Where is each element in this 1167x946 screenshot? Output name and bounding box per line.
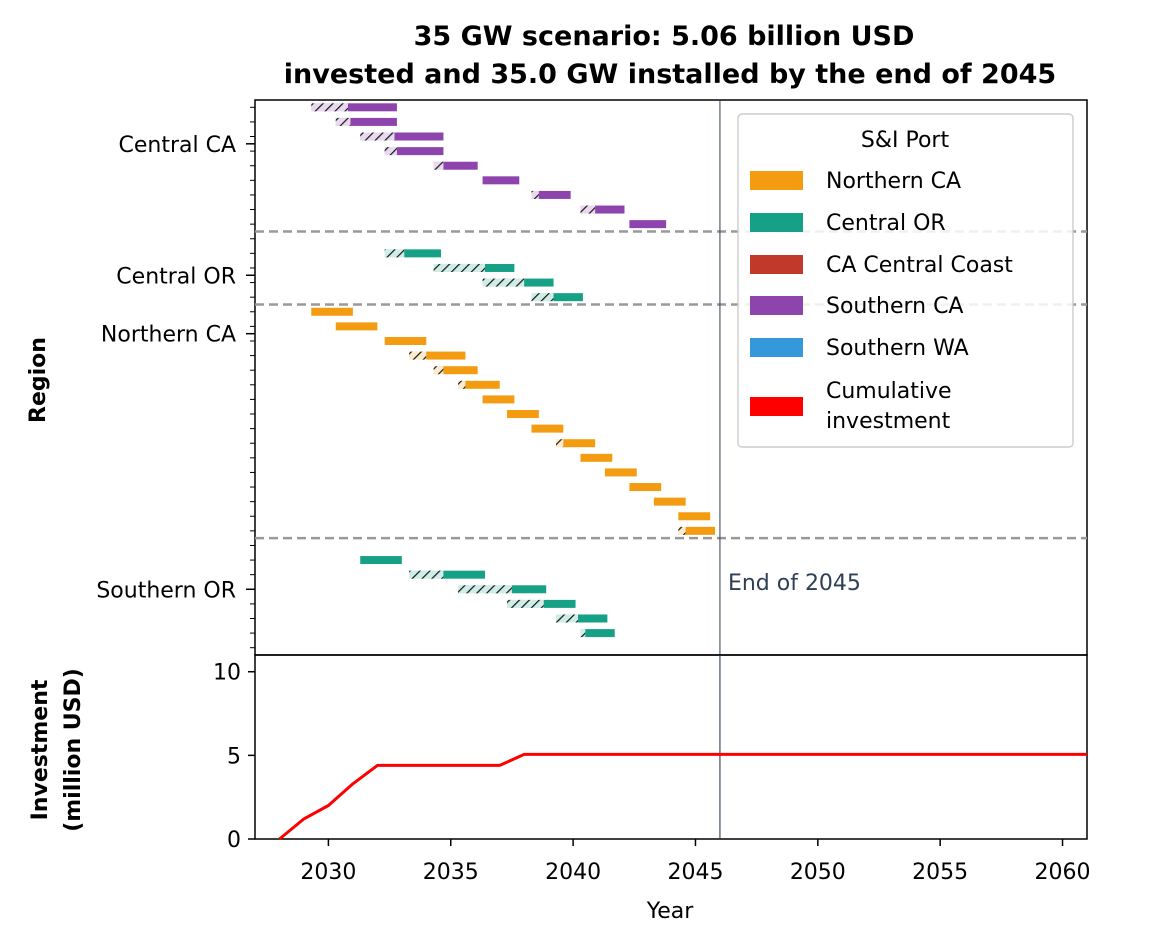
task-install-bar — [347, 103, 397, 112]
task-prep-hatch — [384, 147, 397, 156]
task-install-bar — [443, 161, 478, 170]
x-tick-label: 2060 — [1035, 860, 1091, 885]
legend-title: S&I Port — [861, 128, 950, 153]
chart-title-line2: invested and 35.0 GW installed by the en… — [284, 59, 1056, 90]
task-install-bar — [482, 176, 520, 185]
task-install-bar — [404, 249, 441, 258]
legend-label: CA Central Coast — [826, 253, 1013, 278]
task-prep-hatch — [360, 132, 395, 141]
task-prep-hatch — [531, 293, 554, 302]
task-install-bar — [553, 293, 583, 302]
task-install-bar — [443, 366, 478, 375]
task-install-bar — [465, 380, 500, 389]
task-install-bar — [538, 190, 571, 199]
task-prep-hatch — [384, 249, 405, 258]
legend-swatch — [750, 213, 803, 232]
task-prep-hatch — [580, 205, 596, 214]
legend-label: Southern WA — [826, 336, 969, 361]
investment-panel: 2030 2035 2040 2045 2050 2055 2060 0 5 10 — [213, 654, 1091, 885]
task-prep-hatch — [409, 351, 427, 360]
x-tick-label: 2035 — [423, 860, 479, 885]
task-install-bar — [585, 629, 615, 638]
task-install-bar — [604, 468, 637, 477]
x-tick-label: 2030 — [300, 860, 356, 885]
legend-swatch — [750, 296, 803, 315]
task-prep-hatch — [458, 380, 466, 389]
task-prep-hatch — [433, 161, 444, 170]
x-tick-label: 2040 — [545, 860, 601, 885]
region-label: Central CA — [118, 133, 236, 158]
task-install-bar — [685, 526, 716, 535]
y-tick-label: 0 — [227, 828, 241, 853]
legend-frame — [737, 113, 1074, 448]
task-prep-hatch — [433, 263, 486, 272]
legend-label-line: investment — [826, 409, 951, 434]
task-install-bar — [653, 497, 686, 506]
task-install-bar — [443, 570, 486, 579]
task-install-bar — [678, 512, 711, 521]
legend: S&I Port Northern CA Central OR CA Central… — [737, 113, 1074, 448]
region-label: Northern CA — [101, 323, 236, 348]
task-prep-hatch — [482, 278, 525, 287]
task-prep-hatch — [433, 366, 444, 375]
investment-ylabel-line2: (million USD) — [61, 668, 86, 832]
legend-swatch — [750, 338, 803, 357]
task-install-bar — [394, 132, 444, 141]
task-prep-hatch — [555, 614, 579, 623]
task-prep-hatch — [555, 439, 564, 448]
x-tick-label: 2045 — [667, 860, 723, 885]
y-tick-label: 5 — [227, 744, 241, 769]
task-install-bar — [426, 351, 466, 360]
task-prep-hatch — [409, 570, 444, 579]
task-install-bar — [578, 614, 608, 623]
task-install-bar — [543, 599, 576, 608]
task-install-bar — [524, 278, 554, 287]
x-tick-label: 2050 — [790, 860, 846, 885]
gantt-ylabel: Region — [26, 337, 51, 423]
task-install-bar — [595, 205, 625, 214]
legend-label: Southern CA — [826, 294, 963, 319]
end-marker-label: End of 2045 — [728, 571, 861, 596]
task-install-bar — [511, 585, 547, 594]
legend-label: Central OR — [826, 211, 946, 236]
task-prep-hatch — [458, 585, 512, 594]
legend-label-line: Cumulative — [826, 379, 952, 404]
region-label: Southern OR — [96, 578, 236, 603]
task-install-bar — [360, 556, 402, 565]
task-prep-hatch — [311, 103, 348, 112]
task-install-bar — [580, 453, 613, 462]
y-tick-label: 10 — [213, 661, 241, 686]
x-tick-label: 2055 — [912, 860, 968, 885]
task-prep-hatch — [531, 190, 539, 199]
task-prep-hatch — [335, 117, 351, 126]
chart-title-line1: 35 GW scenario: 5.06 billion USD — [414, 21, 915, 52]
task-install-bar — [563, 439, 596, 448]
legend-swatch — [750, 397, 803, 416]
task-install-bar — [629, 220, 667, 229]
task-install-bar — [531, 424, 564, 433]
task-install-bar — [482, 395, 515, 404]
task-install-bar — [384, 336, 427, 345]
task-prep-hatch — [507, 599, 544, 608]
x-axis-label: Year — [646, 899, 695, 924]
task-install-bar — [335, 322, 378, 331]
region-label: Central OR — [116, 264, 236, 289]
task-install-bar — [485, 263, 515, 272]
investment-ylabel-line1: Investment — [28, 679, 53, 820]
task-install-bar — [350, 117, 397, 126]
legend-label: Cumulative investment — [826, 379, 952, 434]
task-install-bar — [396, 147, 444, 156]
task-install-bar — [629, 483, 662, 492]
task-prep-hatch — [678, 526, 686, 535]
legend-label: Northern CA — [826, 169, 961, 194]
legend-swatch — [750, 171, 803, 190]
task-install-bar — [507, 410, 539, 419]
task-install-bar — [311, 307, 353, 316]
cumulative-investment-line — [278, 752, 1087, 841]
investment-axes-frame — [254, 654, 1088, 840]
legend-swatch — [750, 255, 803, 274]
task-prep-hatch — [580, 629, 586, 638]
